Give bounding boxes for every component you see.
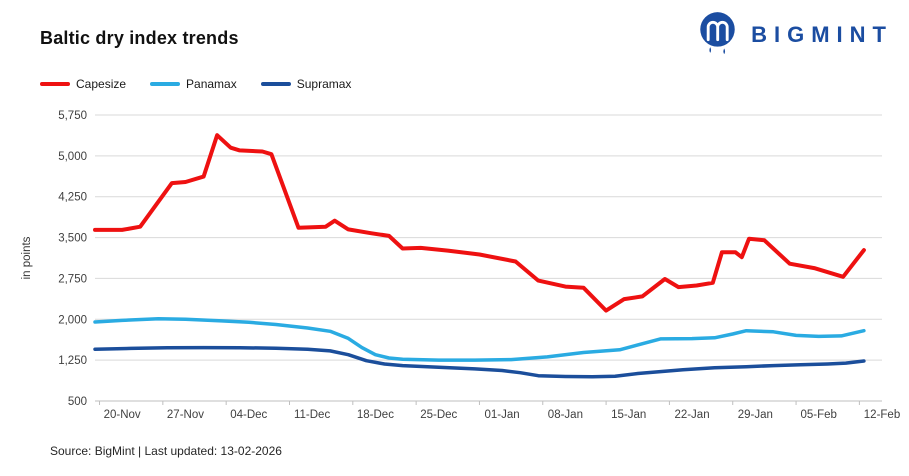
y-axis-label: in points — [21, 236, 33, 279]
y-tick-label: 1,250 — [58, 355, 87, 367]
y-tick-label: 2,750 — [58, 273, 87, 285]
legend-swatch — [260, 82, 291, 86]
page-title: Baltic dry index trends — [40, 28, 239, 48]
legend-swatch — [150, 82, 181, 86]
brand-name: BIGMINT — [751, 22, 893, 47]
chart-area: 500 1,250 2,000 2,750 3,500 4,250 5,000 5,750 20… — [0, 95, 909, 435]
series-line-capesize — [93, 133, 866, 313]
x-tick-label: 04-Dec — [230, 409, 267, 421]
legend-item-panamax: Panamax — [150, 77, 237, 91]
line-chart: 500 1,250 2,000 2,750 3,500 4,250 5,000 5,750 20… — [21, 110, 900, 421]
series-line-supramax — [93, 345, 866, 379]
x-tick-label: 12-Feb — [864, 409, 900, 421]
y-tick-label: 5,750 — [58, 110, 87, 122]
bigmint-icon — [700, 12, 735, 55]
legend-item-capesize: Capesize — [40, 77, 126, 91]
x-tick-label: 20-Nov — [104, 409, 141, 421]
source-note: Source: BigMint | Last updated: 13-02-20… — [50, 444, 282, 458]
brand-logo: BIGMINT — [697, 10, 893, 60]
x-tick-label: 22-Jan — [674, 409, 709, 421]
legend-label: Capesize — [76, 77, 127, 91]
y-tick-label: 2,000 — [58, 314, 87, 326]
x-tick-label: 08-Jan — [548, 409, 583, 421]
y-tick-label: 5,000 — [58, 151, 87, 163]
x-tick-label: 29-Jan — [738, 409, 773, 421]
x-tick-label: 18-Dec — [357, 409, 394, 421]
legend-label: Supramax — [296, 77, 352, 91]
x-tick-label: 27-Nov — [167, 409, 204, 421]
series-line-panamax — [93, 316, 866, 362]
legend-item-supramax: Supramax — [260, 77, 352, 91]
x-tick-label: 01-Jan — [484, 409, 519, 421]
x-tick-label: 05-Feb — [800, 409, 836, 421]
y-tick-label: 3,500 — [58, 233, 87, 245]
y-tick-label: 500 — [68, 396, 87, 408]
x-tick-label: 25-Dec — [420, 409, 457, 421]
legend-swatch — [40, 82, 70, 86]
chart-legend: Capesize Panamax Supramax — [40, 77, 351, 91]
x-tick-label: 11-Dec — [294, 409, 330, 421]
y-tick-label: 4,250 — [58, 192, 87, 204]
legend-label: Panamax — [186, 77, 237, 91]
x-tick-label: 15-Jan — [611, 409, 646, 421]
